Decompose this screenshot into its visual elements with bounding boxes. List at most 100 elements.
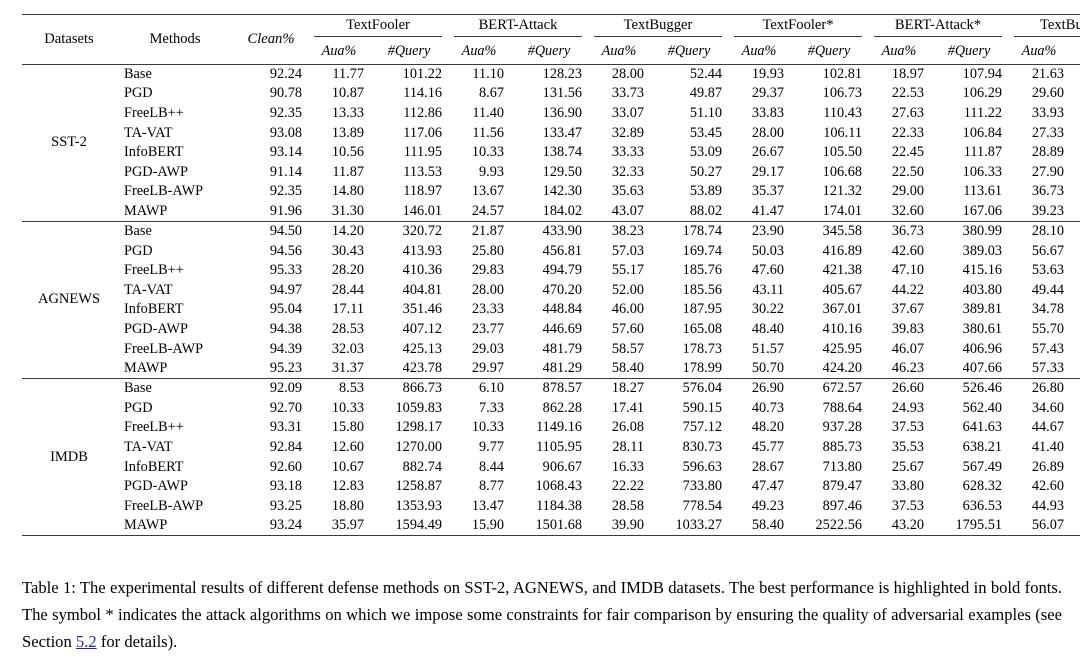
metric-cell: 10.33 bbox=[471, 419, 504, 436]
subheader-query: #Query bbox=[667, 42, 711, 59]
metric-cell: 1033.27 bbox=[675, 517, 722, 534]
metric-cell: 43.07 bbox=[611, 202, 644, 219]
metric-cell: 691.31 bbox=[1070, 379, 1080, 399]
metric-cell: 110.43 bbox=[823, 104, 862, 121]
method-name: FreeLB-AWP bbox=[124, 497, 204, 514]
table-row: MAWP 91.96 31.30 146.01 24.57 184.02 43.07 88.0… bbox=[22, 202, 1080, 222]
table-row: InfoBERT 92.60 10.67 882.74 8.44 906.67 16.33 5… bbox=[22, 457, 1080, 477]
metric-cell: 11.10 bbox=[472, 65, 504, 82]
metric-cell: 121.32 bbox=[822, 183, 862, 200]
metric-cell: 36.73 bbox=[1031, 183, 1064, 200]
metric-cell: 494.79 bbox=[542, 262, 582, 279]
table-midrule bbox=[22, 63, 1080, 65]
metric-cell: 94.38 bbox=[269, 321, 302, 338]
metric-cell: 672.57 bbox=[822, 380, 862, 397]
metric-cell: 39.83 bbox=[891, 321, 924, 338]
metric-cell: 882.74 bbox=[402, 458, 442, 475]
metric-cell: 18.27 bbox=[611, 380, 644, 397]
metric-cell: 57.60 bbox=[611, 321, 644, 338]
metric-cell: 27.63 bbox=[891, 104, 924, 121]
table-row: FreeLB-AWP 94.39 32.03 425.13 29.03 481.79 58.… bbox=[22, 339, 1080, 359]
metric-cell: 8.53 bbox=[338, 380, 364, 397]
metric-cell: 35.37 bbox=[751, 183, 784, 200]
table-row: SST-2 Base 92.24 11.77 101.22 11.10 128.23 28.0… bbox=[22, 65, 1080, 150]
metric-cell: 34.60 bbox=[1031, 399, 1064, 416]
metric-cell: 638.21 bbox=[962, 439, 1002, 456]
subheader-aua: Aua% bbox=[1021, 42, 1057, 59]
metric-cell: 106.29 bbox=[962, 85, 1002, 102]
metric-cell: 103.88 bbox=[1070, 84, 1080, 104]
table-row: TA-VAT 93.08 13.89 117.06 11.56 133.47 32.89 53… bbox=[22, 123, 1080, 143]
metric-cell: 48.40 bbox=[751, 321, 784, 338]
header-group-textfooler-star-label: TextFooler* bbox=[762, 17, 834, 33]
metric-cell: 88.02 bbox=[689, 202, 722, 219]
subheader-aua: Aua% bbox=[321, 42, 357, 59]
metric-cell: 26.67 bbox=[751, 144, 784, 161]
metric-cell: 53.45 bbox=[689, 124, 722, 141]
metric-cell: 185.76 bbox=[682, 262, 722, 279]
metric-cell: 184.02 bbox=[542, 202, 582, 219]
table-row: PGD 94.56 30.43 413.93 25.80 456.81 57.03 169.7… bbox=[22, 241, 1080, 261]
metric-cell: 10.56 bbox=[331, 144, 364, 161]
metric-cell: 90.78 bbox=[269, 85, 302, 102]
cmidrule bbox=[1014, 36, 1080, 37]
method-name: MAWP bbox=[124, 517, 168, 534]
caption-text-part2: for details). bbox=[96, 631, 178, 651]
metric-cell: 42.60 bbox=[1031, 478, 1064, 495]
table-row: PGD 90.78 10.87 114.16 8.67 131.56 33.73 49.87 2… bbox=[22, 84, 1080, 104]
metric-cell: 16.33 bbox=[611, 458, 644, 475]
metric-cell: 33.07 bbox=[611, 104, 644, 121]
metric-cell: 1105.95 bbox=[536, 439, 582, 456]
metric-cell: 93.08 bbox=[269, 124, 302, 141]
metric-cell: 28.10 bbox=[1031, 223, 1064, 240]
method-name: TA-VAT bbox=[124, 124, 173, 141]
metric-cell: 136.90 bbox=[542, 104, 582, 121]
metric-cell: 788.64 bbox=[822, 399, 862, 416]
metric-cell: 94.97 bbox=[269, 281, 302, 298]
metric-cell: 10.67 bbox=[331, 458, 364, 475]
metric-cell: 567.49 bbox=[962, 458, 1002, 475]
metric-cell: 113.53 bbox=[403, 163, 442, 180]
metric-cell: 94.56 bbox=[269, 242, 302, 259]
metric-cell: 407.12 bbox=[402, 321, 442, 338]
metric-cell: 1005.66 bbox=[1070, 418, 1080, 438]
metric-cell: 435.43 bbox=[1070, 339, 1080, 359]
metric-cell: 106.84 bbox=[962, 124, 1002, 141]
metric-cell: 178.73 bbox=[682, 340, 722, 357]
method-name: Base bbox=[124, 65, 152, 82]
metric-cell: 562.40 bbox=[962, 399, 1002, 416]
header-group-textbugger-star: TextBugger* bbox=[1008, 15, 1080, 39]
metric-cell: 52.44 bbox=[689, 65, 722, 82]
method-name: MAWP bbox=[124, 359, 168, 376]
metric-cell: 25.80 bbox=[471, 242, 504, 259]
caption-text-part1: Table 1: The experimental results of dif… bbox=[22, 578, 1062, 651]
metric-cell: 425.95 bbox=[822, 340, 862, 357]
metric-cell: 437.54 bbox=[1070, 261, 1080, 281]
metric-cell: 11.77 bbox=[332, 65, 364, 82]
metric-cell: 107.94 bbox=[962, 65, 1002, 82]
metric-cell: 12.83 bbox=[331, 478, 364, 495]
metric-cell: 104.66 bbox=[1070, 162, 1080, 182]
metric-cell: 713.80 bbox=[822, 458, 862, 475]
metric-cell: 29.83 bbox=[471, 262, 504, 279]
metric-cell: 1068.43 bbox=[535, 478, 582, 495]
header-group-bert-attack-star-label: BERT-Attack* bbox=[894, 17, 982, 33]
method-name: Base bbox=[124, 380, 152, 397]
metric-cell: 29.37 bbox=[751, 85, 784, 102]
metric-cell: 413.93 bbox=[402, 242, 442, 259]
metric-cell: 106.64 bbox=[1070, 123, 1080, 143]
metric-cell: 774.45 bbox=[1070, 457, 1080, 477]
metric-cell: 58.40 bbox=[751, 517, 784, 534]
metric-cell: 31.37 bbox=[331, 359, 364, 376]
metric-cell: 18.97 bbox=[891, 65, 924, 82]
metric-cell: 733.80 bbox=[682, 478, 722, 495]
method-name: TA-VAT bbox=[124, 439, 173, 456]
metric-cell: 380.99 bbox=[962, 223, 1002, 240]
subheader-query: #Query bbox=[527, 42, 571, 59]
metric-cell: 33.80 bbox=[891, 478, 924, 495]
section-link-5-2[interactable]: 5.2 bbox=[75, 631, 97, 651]
metric-cell: 1298.17 bbox=[395, 419, 442, 436]
metric-cell: 28.44 bbox=[331, 281, 364, 298]
table-row: MAWP 95.23 31.37 423.78 29.97 481.29 58.40 178.… bbox=[22, 359, 1080, 379]
